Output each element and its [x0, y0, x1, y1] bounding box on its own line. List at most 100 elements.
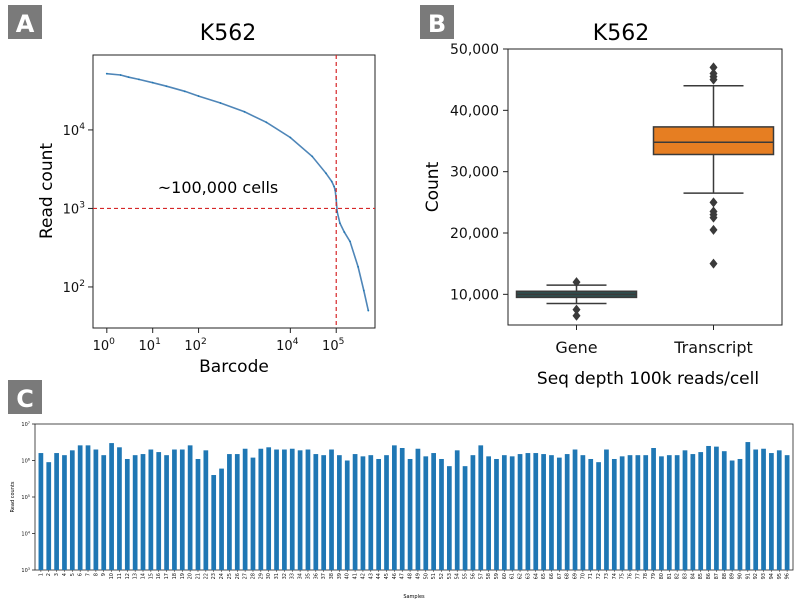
panel-a-badge-bg — [8, 5, 42, 39]
panel-c-bar — [117, 447, 122, 570]
panel-c-x-tick-label: 12 — [125, 573, 131, 579]
panel-c-x-tick-label: 3 — [54, 573, 60, 576]
panel-c-bar — [588, 458, 594, 570]
panel-c-bar — [690, 454, 696, 570]
panel-a-point — [357, 266, 360, 268]
panel-c-x-tick-label: 51 — [431, 573, 437, 579]
panel-c-x-tick-label: 82 — [675, 573, 681, 579]
panel-a-point — [330, 180, 333, 183]
panel-c-bar — [776, 450, 782, 570]
panel-c-x-tick-label: 55 — [463, 573, 469, 579]
panel-c-badge-bg — [8, 380, 42, 414]
panel-c-x-tick-label: 85 — [698, 573, 704, 579]
panel-a-x-tick-label: 101 — [139, 337, 161, 354]
panel-c-bar — [38, 453, 44, 570]
panel-c-bar — [313, 454, 319, 570]
panel-c-x-tick-label: 69 — [573, 573, 579, 579]
panel-c-x-tick-label: 83 — [682, 573, 688, 579]
panel-c-bar — [478, 445, 484, 570]
panel-c-x-tick-label: 81 — [667, 573, 673, 579]
panel-c-x-tick-label: 19 — [180, 573, 186, 579]
panel-a-point — [362, 289, 365, 292]
panel-c-bar — [101, 455, 107, 570]
panel-a-marks: 100 101 102 104 105 102 103 104 — [63, 55, 375, 354]
panel-a-point — [325, 172, 327, 175]
panel-c-x-tick-label: 38 — [329, 573, 335, 579]
panel-a-point — [197, 95, 200, 97]
panel-c-bar — [619, 456, 625, 570]
panel-a-y-tick-label: 102 — [63, 279, 85, 296]
panel-a-point — [183, 90, 186, 93]
panel-c-bar — [219, 468, 224, 570]
panel-a-x-tick-label: 102 — [184, 337, 206, 354]
panel-b-x-tick-label: Transcript — [673, 338, 753, 357]
panel-c-x-tick-label: 5 — [70, 573, 76, 576]
panel-c-x-tick-label: 93 — [761, 573, 767, 579]
panel-c-x-tick-label: 44 — [376, 573, 382, 579]
panel-c-x-tick-label: 92 — [753, 573, 759, 579]
panel-c-bar — [721, 451, 727, 570]
panel-c-x-tick-label: 95 — [777, 573, 783, 579]
panel-c-bar — [525, 453, 531, 570]
panel-c-x-tick-label: 10 — [109, 573, 115, 579]
panel-a-annotation: ~100,000 cells — [158, 178, 279, 197]
panel-c-bar — [596, 462, 601, 570]
panel-c-x-tick-label: 6 — [78, 573, 84, 576]
panel-a-label: A — [16, 10, 35, 38]
panel-a-point — [137, 78, 140, 81]
panel-b-y-tick-label: 20,000 — [450, 226, 499, 242]
panel-c-bar — [62, 455, 67, 570]
panel-a-point — [265, 121, 268, 124]
panel-c-x-tick-label: 61 — [510, 573, 516, 579]
panel-c-x-tick-label: 62 — [518, 573, 524, 579]
panel-c-bar — [77, 445, 83, 570]
panel-c-bar — [148, 449, 154, 570]
panel-c-bar — [305, 449, 311, 570]
panel-c-x-tick-label: 63 — [525, 573, 531, 579]
panel-c-x-tick-label: 30 — [266, 573, 272, 579]
panel-c-bar — [242, 448, 248, 570]
panel-a-point — [289, 136, 292, 139]
panel-c-bar — [501, 455, 507, 570]
panel-c-x-tick-label: 15 — [148, 573, 154, 579]
panel-c-bar — [533, 453, 539, 570]
panel-c-x-tick-label: 33 — [290, 573, 296, 579]
panel-a-point — [333, 185, 336, 188]
panel-c-x-tick-label: 31 — [274, 573, 280, 579]
panel-c-bar — [376, 458, 382, 570]
panel-c-x-tick-label: 87 — [714, 573, 720, 579]
panel-c-x-tick-label: 60 — [502, 573, 508, 579]
panel-c-bar — [227, 454, 232, 570]
panel-c-x-tick-label: 52 — [439, 573, 445, 579]
panel-b-outlier — [709, 206, 718, 217]
panel-c-bar — [258, 448, 264, 570]
panel-b-outlier — [572, 310, 581, 321]
panel-b-y-tick-label: 30,000 — [450, 165, 499, 181]
panel-c-x-tick-label: 89 — [730, 573, 736, 579]
panel-a-x-tick-label: 104 — [276, 337, 299, 354]
panel-c-x-tick-label: 54 — [455, 573, 461, 579]
panel-a-point — [243, 110, 246, 113]
panel-b-x-tick-label: Gene — [555, 338, 597, 357]
panel-c-x-tick-label: 2 — [46, 573, 52, 576]
panel-c-bar — [470, 455, 476, 570]
panel-c-x-tick-label: 90 — [737, 573, 743, 579]
panel-c-bar — [729, 460, 735, 570]
panel-a-point — [335, 198, 338, 201]
panel-a-point — [219, 102, 222, 104]
panel-c-bar — [297, 450, 303, 570]
panel-c-x-tick-label: 57 — [478, 573, 484, 579]
panel-c-x-tick-label: 96 — [785, 573, 791, 579]
panel-c-bar — [604, 449, 609, 570]
panel-c-bar — [274, 449, 279, 570]
panel-c-x-tick-label: 26 — [235, 573, 241, 579]
panel-c-bar — [541, 454, 546, 570]
panel-c-bar — [69, 450, 75, 570]
panel-c-bar — [266, 447, 272, 570]
panel-a-x-axis-label: Barcode — [199, 357, 269, 377]
panel-b-title: K562 — [593, 21, 649, 46]
panel-c-x-tick-label: 71 — [588, 573, 594, 579]
panel-c-x-tick-label: 42 — [360, 573, 366, 579]
panel-c-bar — [431, 453, 436, 570]
panel-c-bar — [494, 458, 499, 570]
